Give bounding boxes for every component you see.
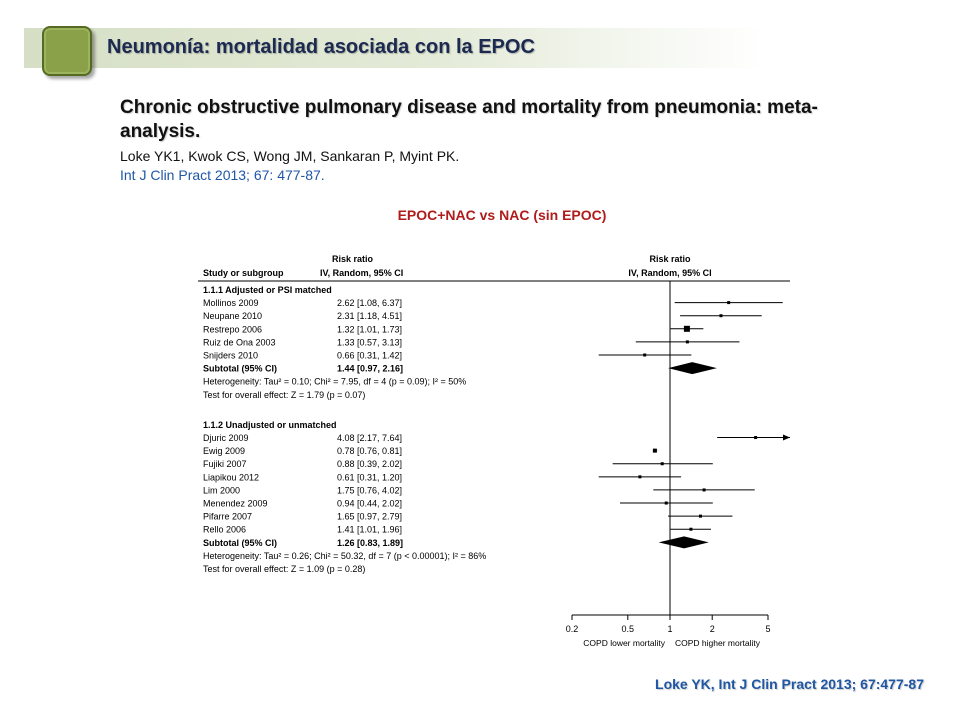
x-axis-tick-label: 0.2	[566, 624, 579, 634]
header-plot-risk-ratio-label: Risk ratio	[649, 254, 691, 264]
study-name: Ruiz de Ona 2003	[203, 337, 276, 347]
paper-authors: Loke YK1, Kwok CS, Wong JM, Sankaran P, …	[120, 148, 460, 164]
study-point	[689, 527, 693, 531]
study-rr-text: 1.65 [0.97, 2.79]	[337, 512, 402, 522]
study-name: Snijders 2010	[203, 351, 258, 361]
study-rr-text: 2.62 [1.08, 6.37]	[337, 298, 402, 308]
study-rr-text: 0.61 [0.31, 1.20]	[337, 472, 402, 482]
study-rr-text: 0.88 [0.39, 2.02]	[337, 459, 402, 469]
study-name: Ewig 2009	[203, 446, 245, 456]
x-axis-tick-label: 1	[667, 624, 672, 634]
study-point	[754, 436, 758, 440]
study-point	[719, 314, 723, 318]
study-name: Djuric 2009	[203, 433, 249, 443]
study-rr-text: 1.75 [0.76, 4.02]	[337, 485, 402, 495]
figure-caption: EPOC+NAC vs NAC (sin EPOC)	[397, 207, 607, 223]
header-rr-method-label: IV, Random, 95% CI	[320, 268, 403, 278]
study-point	[698, 514, 702, 518]
study-point	[643, 353, 647, 357]
study-rr-text: 0.94 [0.44, 2.02]	[337, 499, 402, 509]
x-axis-tick-label: 0.5	[622, 624, 635, 634]
header-risk-ratio-label: Risk ratio	[332, 254, 374, 264]
subtotal-rr-text: 1.26 [0.83, 1.89]	[337, 538, 403, 548]
study-rr-text: 2.31 [1.18, 4.51]	[337, 311, 402, 321]
citation: Loke YK, Int J Clin Pract 2013; 67:477-8…	[655, 676, 924, 692]
study-point	[660, 462, 664, 466]
study-name: Mollinos 2009	[203, 298, 259, 308]
study-ci-arrow	[783, 434, 790, 441]
study-point	[652, 448, 657, 453]
axis-left-label: COPD lower mortality	[583, 638, 665, 648]
subtotal-diamond	[668, 362, 717, 375]
axis-right-label: COPD higher mortality	[675, 638, 761, 648]
paper-journal-link[interactable]: Int J Clin Pract 2013; 67: 477-87.	[120, 167, 325, 183]
heterogeneity-text: Heterogeneity: Tau² = 0.10; Chi² = 7.95,…	[203, 377, 466, 387]
overall-effect-text: Test for overall effect: Z = 1.79 (p = 0…	[203, 390, 365, 400]
study-rr-text: 0.66 [0.31, 1.42]	[337, 351, 402, 361]
study-name: Menendez 2009	[203, 499, 268, 509]
study-point	[638, 475, 642, 479]
header-square-icon	[42, 26, 92, 76]
slide-title: Neumonía: mortalidad asociada con la EPO…	[107, 36, 535, 58]
study-name: Lim 2000	[203, 485, 240, 495]
study-point	[683, 325, 690, 332]
study-name: Neupane 2010	[203, 311, 262, 321]
study-point	[727, 301, 731, 305]
study-rr-text: 0.78 [0.76, 0.81]	[337, 446, 402, 456]
group-heading: 1.1.2 Unadjusted or unmatched	[203, 420, 337, 430]
header-study-label: Study or subgroup	[203, 268, 284, 278]
study-name: Liapikou 2012	[203, 472, 259, 482]
overall-effect-text: Test for overall effect: Z = 1.09 (p = 0…	[203, 564, 365, 574]
study-name: Pifarre 2007	[203, 512, 252, 522]
study-point	[685, 340, 689, 344]
study-rr-text: 1.33 [0.57, 3.13]	[337, 337, 402, 347]
study-rr-text: 1.41 [1.01, 1.96]	[337, 525, 402, 535]
study-name: Fujiki 2007	[203, 459, 247, 469]
header-band	[24, 28, 764, 68]
study-rr-text: 1.32 [1.01, 1.73]	[337, 324, 402, 334]
study-name: Rello 2006	[203, 525, 246, 535]
header-plot-method-label: IV, Random, 95% CI	[628, 268, 711, 278]
study-name: Restrepo 2006	[203, 324, 262, 334]
x-axis-tick-label: 5	[765, 624, 770, 634]
study-rr-text: 4.08 [2.17, 7.64]	[337, 433, 402, 443]
study-point	[702, 488, 706, 492]
subtotal-label: Subtotal (95% CI)	[203, 538, 277, 548]
subtotal-label: Subtotal (95% CI)	[203, 364, 277, 374]
paper-title: Chronic obstructive pulmonary disease an…	[120, 97, 818, 142]
x-axis-tick-label: 2	[710, 624, 715, 634]
heterogeneity-text: Heterogeneity: Tau² = 0.26; Chi² = 50.32…	[203, 551, 486, 561]
subtotal-diamond	[658, 536, 709, 549]
study-point	[664, 501, 668, 505]
subtotal-rr-text: 1.44 [0.97, 2.16]	[337, 364, 403, 374]
group-heading: 1.1.1 Adjusted or PSI matched	[203, 285, 332, 295]
